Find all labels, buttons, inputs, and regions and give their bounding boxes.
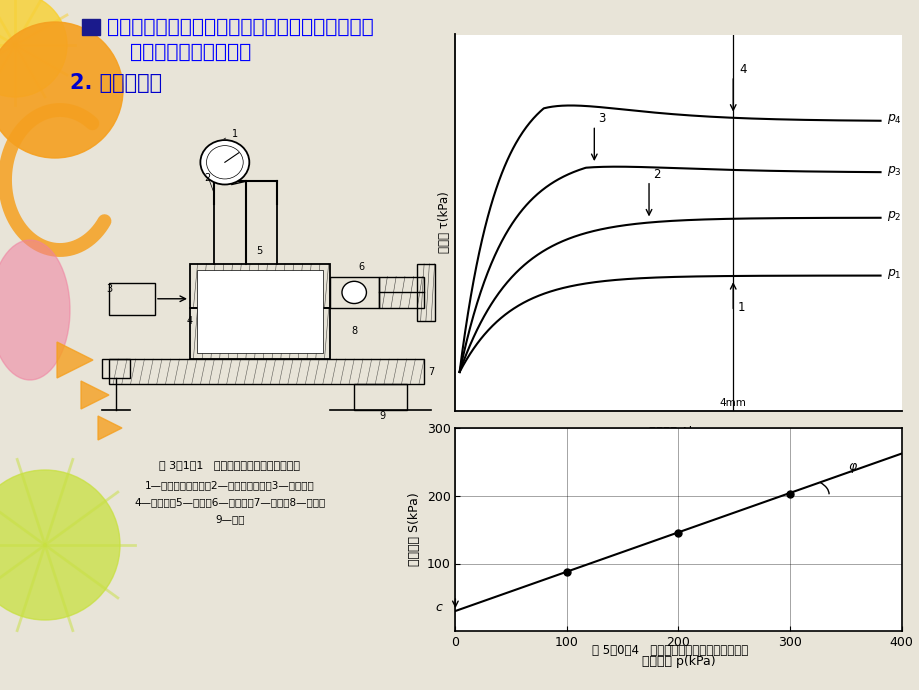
Circle shape [200, 140, 249, 184]
Text: 8: 8 [351, 326, 357, 335]
Text: 意义：根据实际的工程需要选择合适的试验方法，: 意义：根据实际的工程需要选择合适的试验方法， [107, 17, 373, 37]
Text: 9—砂码: 9—砂码 [215, 514, 244, 524]
Circle shape [0, 0, 67, 97]
Text: 提供合理的强度指标。: 提供合理的强度指标。 [130, 43, 251, 61]
Text: 4: 4 [739, 63, 746, 76]
Text: 4mm: 4mm [719, 397, 746, 408]
Text: 2. 操作步骤：: 2. 操作步骤： [70, 73, 162, 93]
Text: 1—垂直变形百分表；2—垂直加压框架；3—推动座；: 1—垂直变形百分表；2—垂直加压框架；3—推动座； [145, 480, 314, 490]
Text: 4: 4 [187, 316, 193, 326]
Text: $p_4$: $p_4$ [886, 112, 901, 126]
Text: 6: 6 [357, 262, 364, 272]
Text: 3: 3 [107, 284, 112, 294]
Polygon shape [98, 416, 122, 440]
Text: 图 5．0．2   剪应力与剪切位移关系曲线: 图 5．0．2 剪应力与剪切位移关系曲线 [598, 322, 741, 335]
Circle shape [206, 146, 243, 179]
Circle shape [342, 282, 366, 304]
Polygon shape [81, 381, 108, 409]
Ellipse shape [0, 240, 70, 380]
Text: 剪切位移 Δl: 剪切位移 Δl [648, 426, 691, 440]
Text: 9: 9 [379, 411, 385, 421]
Text: $p_1$: $p_1$ [886, 267, 901, 281]
Circle shape [0, 470, 119, 620]
Y-axis label: 剪应力 τ(kPa): 剪应力 τ(kPa) [437, 192, 450, 253]
Text: $\varphi$: $\varphi$ [847, 461, 857, 475]
X-axis label: 垂直压力 p(kPa): 垂直压力 p(kPa) [641, 655, 715, 668]
Polygon shape [197, 270, 323, 353]
Text: 图 3．1．1   应变控制式直剪仪结构示意图: 图 3．1．1 应变控制式直剪仪结构示意图 [159, 460, 301, 470]
Text: 2: 2 [652, 168, 660, 181]
Text: $p_2$: $p_2$ [886, 209, 901, 223]
Polygon shape [57, 342, 93, 378]
Text: 4—剪切盒；5—试样；6—测力计；7—台板；8—杠杆；: 4—剪切盒；5—试样；6—测力计；7—台板；8—杠杆； [134, 497, 325, 507]
Text: $p_3$: $p_3$ [886, 164, 901, 177]
Text: 1: 1 [737, 302, 744, 315]
Text: 3: 3 [598, 112, 606, 125]
Text: 图 5．0．4   抗剪强度与垂直压力的关系曲线: 图 5．0．4 抗剪强度与垂直压力的关系曲线 [591, 644, 747, 656]
Text: 2: 2 [204, 173, 210, 183]
Y-axis label: 抗剪强度 S(kPa): 抗剪强度 S(kPa) [408, 493, 421, 566]
Text: 5: 5 [256, 246, 263, 256]
Text: c: c [435, 601, 441, 614]
Circle shape [0, 22, 123, 158]
Text: 1: 1 [232, 129, 238, 139]
Polygon shape [82, 19, 100, 35]
Text: 7: 7 [427, 367, 434, 377]
